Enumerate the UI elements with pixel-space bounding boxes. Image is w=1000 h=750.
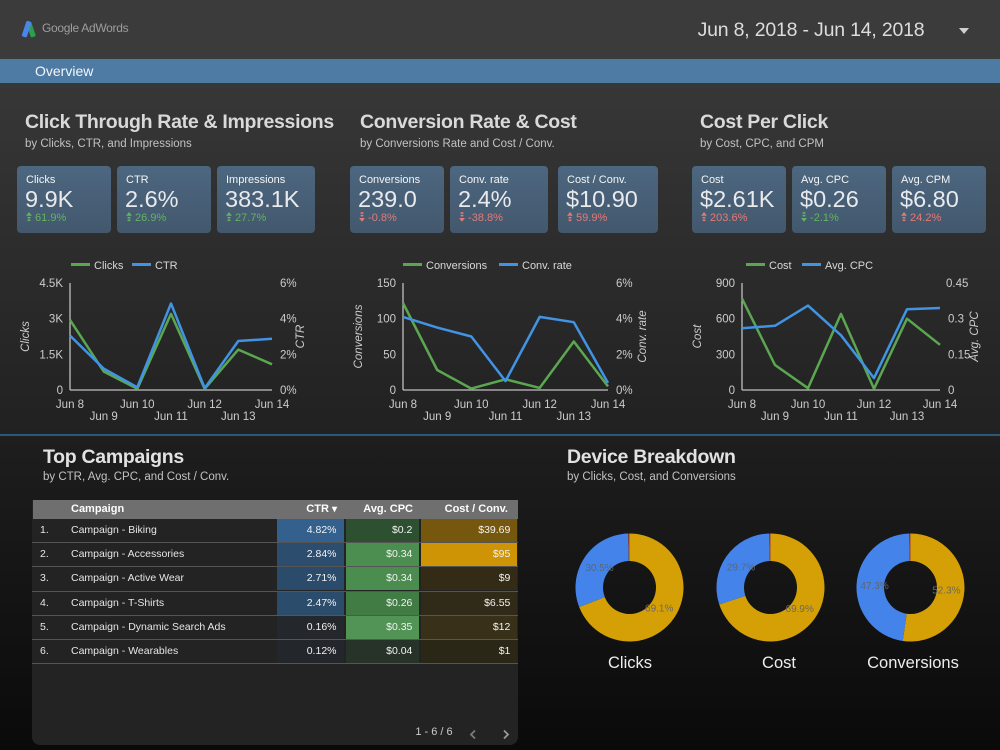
svg-text:Jun 8: Jun 8 [389, 399, 417, 411]
svg-text:0: 0 [948, 385, 954, 397]
svg-text:Jun 12: Jun 12 [187, 399, 222, 411]
svg-text:1.5K: 1.5K [39, 349, 63, 361]
svg-text:300: 300 [716, 349, 735, 361]
svg-text:69.1%: 69.1% [645, 603, 673, 614]
svg-text:Jun 9: Jun 9 [423, 411, 451, 423]
svg-text:Conv. rate: Conv. rate [637, 310, 649, 362]
svg-text:Jun 13: Jun 13 [557, 411, 592, 423]
svg-text:Jun 10: Jun 10 [454, 399, 489, 411]
svg-text:47.3%: 47.3% [860, 581, 888, 592]
svg-text:CTR: CTR [295, 325, 307, 349]
svg-text:Jun 11: Jun 11 [824, 411, 858, 423]
svg-text:900: 900 [716, 278, 735, 290]
svg-text:Jun 13: Jun 13 [221, 411, 256, 423]
svg-text:69.9%: 69.9% [786, 604, 814, 615]
svg-text:Avg. CPC: Avg. CPC [969, 311, 981, 363]
svg-text:Jun 11: Jun 11 [154, 411, 188, 423]
svg-text:Cost: Cost [692, 324, 704, 348]
svg-text:Jun 9: Jun 9 [90, 411, 118, 423]
svg-text:Jun 14: Jun 14 [923, 399, 958, 411]
svg-text:0: 0 [390, 385, 396, 397]
svg-text:0%: 0% [280, 385, 297, 397]
svg-text:0.15: 0.15 [948, 349, 970, 361]
svg-text:Jun 9: Jun 9 [761, 411, 789, 423]
svg-text:Jun 14: Jun 14 [255, 399, 290, 411]
svg-text:Conversions: Conversions [426, 260, 488, 272]
svg-text:29.7%: 29.7% [727, 562, 755, 573]
svg-text:Conv. rate: Conv. rate [522, 260, 572, 272]
svg-text:Conversions: Conversions [353, 304, 365, 368]
svg-text:150: 150 [377, 278, 396, 290]
svg-text:6%: 6% [280, 278, 297, 290]
svg-text:Jun 10: Jun 10 [120, 399, 155, 411]
svg-text:2%: 2% [616, 349, 633, 361]
svg-text:Jun 8: Jun 8 [56, 399, 84, 411]
svg-text:52.3%: 52.3% [932, 586, 960, 597]
svg-text:Avg. CPC: Avg. CPC [825, 260, 873, 272]
svg-text:3K: 3K [49, 314, 63, 326]
svg-text:0: 0 [729, 385, 735, 397]
svg-text:30.5%: 30.5% [585, 563, 613, 574]
svg-text:0: 0 [57, 385, 63, 397]
svg-text:50: 50 [383, 349, 396, 361]
svg-text:4%: 4% [616, 314, 633, 326]
svg-text:600: 600 [716, 314, 735, 326]
svg-text:Jun 14: Jun 14 [591, 399, 626, 411]
svg-text:0.45: 0.45 [946, 278, 968, 290]
svg-text:Cost: Cost [769, 260, 792, 272]
svg-text:Jun 8: Jun 8 [728, 399, 756, 411]
svg-text:Jun 10: Jun 10 [791, 399, 826, 411]
svg-text:0.3: 0.3 [948, 314, 964, 326]
svg-text:Jun 11: Jun 11 [489, 411, 523, 423]
svg-text:Clicks: Clicks [20, 321, 32, 352]
svg-text:2%: 2% [280, 349, 297, 361]
svg-text:CTR: CTR [155, 260, 178, 272]
svg-text:Jun 12: Jun 12 [522, 399, 557, 411]
svg-text:0%: 0% [616, 385, 633, 397]
svg-text:4.5K: 4.5K [39, 278, 63, 290]
svg-text:6%: 6% [616, 278, 633, 290]
svg-text:Jun 13: Jun 13 [890, 411, 925, 423]
svg-text:4%: 4% [280, 314, 297, 326]
svg-text:Clicks: Clicks [94, 260, 124, 272]
svg-text:100: 100 [377, 314, 396, 326]
svg-text:Jun 12: Jun 12 [857, 399, 892, 411]
